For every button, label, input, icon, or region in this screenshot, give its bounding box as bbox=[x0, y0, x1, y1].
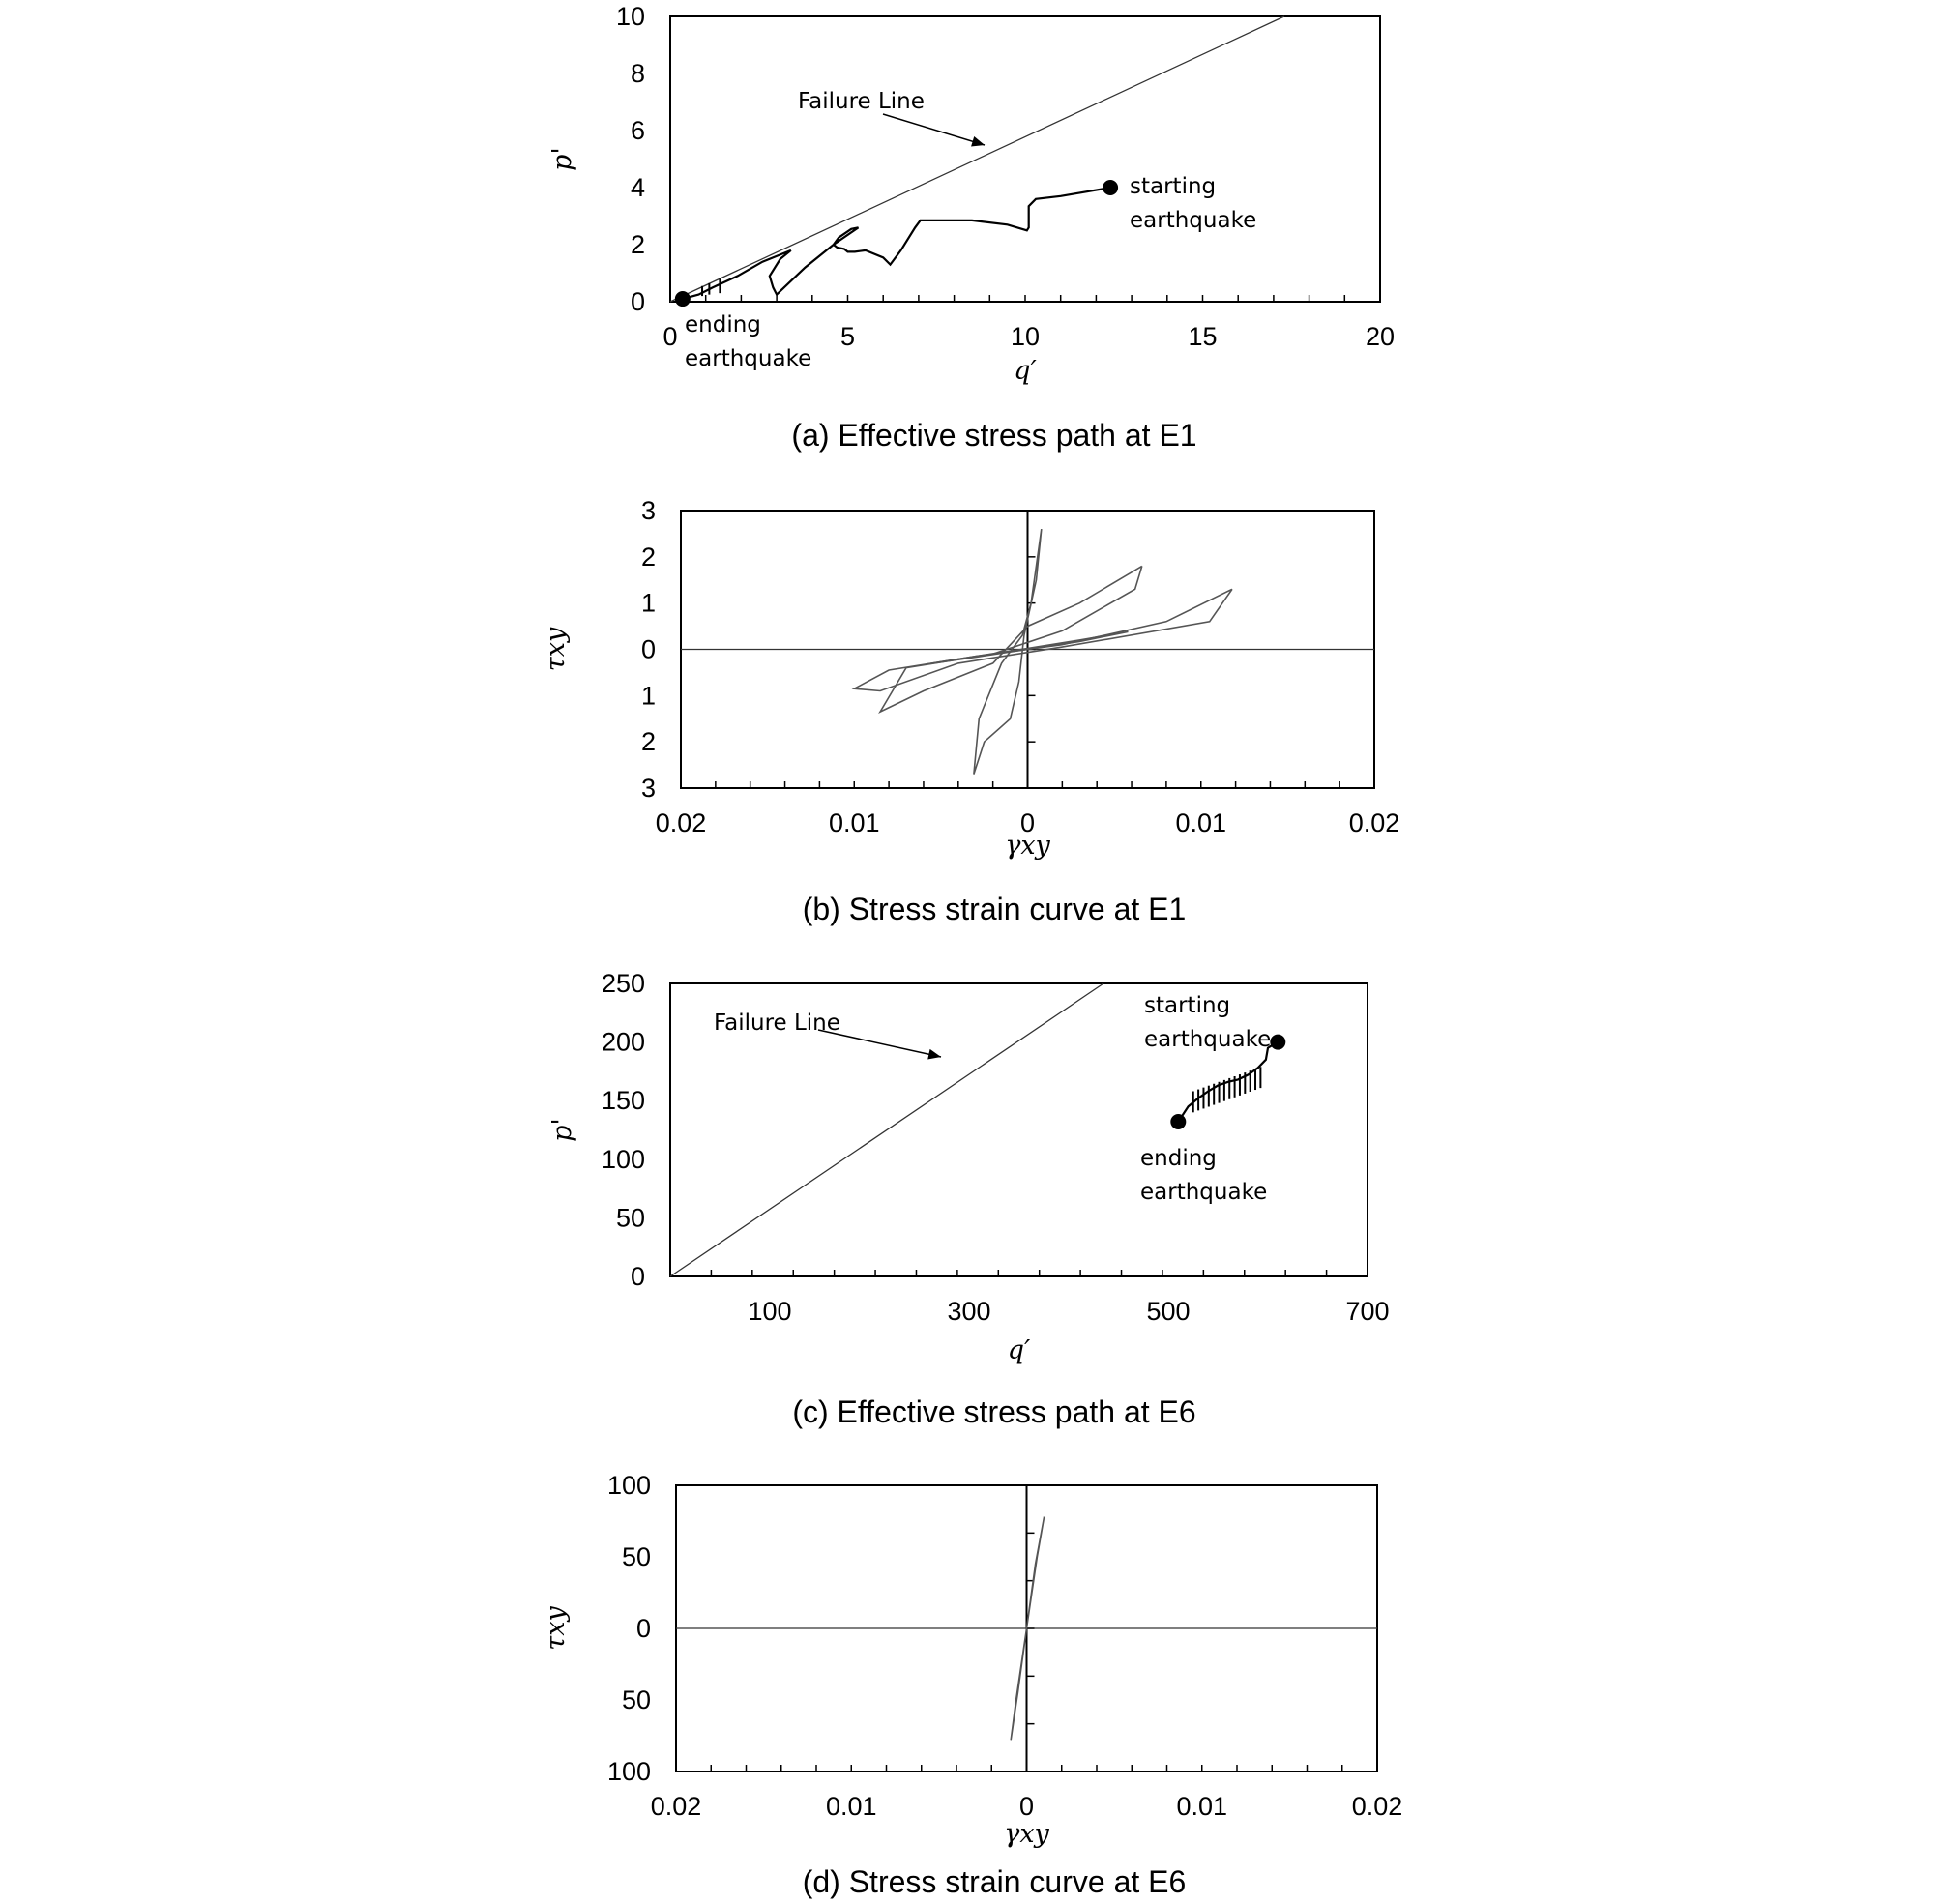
end-marker bbox=[1170, 1114, 1187, 1130]
series-loop-wide bbox=[851, 588, 1233, 692]
y-tick-label: 6 bbox=[631, 116, 645, 145]
start-label: starting bbox=[1130, 174, 1216, 199]
y-tick-label: 100 bbox=[602, 1145, 645, 1174]
x-axis-label: γxy bbox=[1004, 1819, 1049, 1849]
chart-caption: (d) Stress strain curve at E6 bbox=[803, 1864, 1187, 1899]
y-tick-label: 50 bbox=[622, 1685, 651, 1714]
y-axis-label: τxy bbox=[541, 627, 571, 671]
series-loop-mid bbox=[878, 565, 1143, 714]
x-tick-label: 0.01 bbox=[826, 1792, 877, 1821]
y-tick-label: 2 bbox=[641, 727, 656, 756]
failure-line bbox=[669, 982, 1104, 1277]
failure-line bbox=[669, 15, 1285, 303]
start-marker bbox=[1103, 180, 1119, 195]
x-tick-label: 10 bbox=[1011, 322, 1040, 351]
chart-caption: (c) Effective stress path at E6 bbox=[792, 1394, 1195, 1429]
y-tick-label: 250 bbox=[602, 969, 645, 998]
start-label: starting bbox=[1144, 993, 1230, 1018]
y-tick-label: 8 bbox=[631, 59, 645, 88]
x-axis-label: γxy bbox=[1005, 831, 1050, 861]
end-label: earthquake bbox=[685, 346, 811, 371]
series-loop-steep bbox=[973, 528, 1043, 775]
failure-line-label: Failure Line bbox=[714, 1011, 840, 1036]
x-tick-label: 0.02 bbox=[1349, 808, 1400, 837]
series-path bbox=[1177, 1040, 1279, 1123]
x-tick-label: 20 bbox=[1366, 322, 1395, 351]
start-label: earthquake bbox=[1130, 208, 1256, 233]
failure-arrow-shaft bbox=[882, 113, 986, 146]
plot-frame bbox=[669, 982, 1368, 1277]
end-marker bbox=[674, 291, 691, 308]
y-axis-label: p' bbox=[547, 147, 577, 171]
y-tick-label: 0 bbox=[641, 635, 656, 664]
x-tick-label: 500 bbox=[1146, 1297, 1190, 1326]
x-tick-label: 0 bbox=[1020, 808, 1035, 837]
x-tick-label: 0.02 bbox=[651, 1792, 702, 1821]
y-tick-label: 4 bbox=[631, 173, 645, 202]
y-tick-label: 0 bbox=[636, 1614, 651, 1643]
y-tick-label: 3 bbox=[641, 774, 656, 803]
y-tick-label: 200 bbox=[602, 1028, 645, 1057]
x-tick-label: 0.02 bbox=[656, 808, 707, 837]
end-label: earthquake bbox=[1140, 1180, 1267, 1205]
y-tick-label: 1 bbox=[641, 681, 656, 710]
y-tick-label: 50 bbox=[622, 1542, 651, 1571]
y-tick-label: 1 bbox=[641, 589, 656, 618]
y-tick-label: 3 bbox=[641, 496, 656, 525]
x-tick-label: 0 bbox=[1019, 1792, 1034, 1821]
failure-arrow-head bbox=[971, 136, 985, 147]
x-tick-label: 300 bbox=[947, 1297, 990, 1326]
x-tick-label: 0.02 bbox=[1352, 1792, 1403, 1821]
x-tick-label: 0.01 bbox=[1175, 808, 1226, 837]
y-tick-label: 100 bbox=[607, 1757, 651, 1786]
x-tick-label: 700 bbox=[1345, 1297, 1389, 1326]
y-tick-label: 10 bbox=[616, 2, 645, 31]
y-tick-label: 100 bbox=[607, 1471, 651, 1500]
end-label: ending bbox=[1140, 1146, 1217, 1171]
series-loop-dense bbox=[927, 630, 1129, 665]
chart-c: 100 300 500 700 0 50 100 150 200 250 q′ p' (c) Effec… bbox=[547, 969, 1390, 1429]
failure-arrow-head bbox=[927, 1048, 941, 1060]
start-label: earthquake bbox=[1144, 1027, 1271, 1052]
y-tick-label: 0 bbox=[631, 1262, 645, 1291]
y-tick-label: 150 bbox=[602, 1086, 645, 1115]
x-axis-label: q′ bbox=[1008, 1335, 1030, 1365]
y-axis-label: p' bbox=[547, 1118, 577, 1142]
x-tick-label: 15 bbox=[1188, 322, 1217, 351]
failure-line-label: Failure Line bbox=[798, 89, 925, 114]
end-label: ending bbox=[685, 312, 761, 337]
x-tick-label: 0.01 bbox=[1176, 1792, 1227, 1821]
y-tick-label: 50 bbox=[616, 1203, 645, 1232]
y-tick-label: 0 bbox=[631, 287, 645, 316]
y-tick-label: 2 bbox=[641, 542, 656, 571]
x-tick-label: 0 bbox=[662, 322, 677, 351]
x-tick-label: 5 bbox=[840, 322, 855, 351]
series-loop bbox=[1010, 1516, 1045, 1741]
chart-caption: (b) Stress strain curve at E1 bbox=[803, 892, 1187, 926]
x-tick-label: 100 bbox=[748, 1297, 791, 1326]
series-path bbox=[682, 186, 1111, 301]
x-tick-label: 0.01 bbox=[829, 808, 880, 837]
plot-frame bbox=[669, 15, 1381, 303]
failure-arrow-shaft bbox=[817, 1029, 942, 1058]
start-marker bbox=[1270, 1034, 1286, 1050]
y-axis-label: τxy bbox=[541, 1606, 571, 1651]
chart-caption: (a) Effective stress path at E1 bbox=[791, 418, 1196, 453]
y-tick-label: 2 bbox=[631, 230, 645, 259]
chart-a: 0 5 10 15 20 0 2 4 6 8 10 q′ p' (a) Effective stress … bbox=[547, 2, 1395, 453]
x-axis-label: q′ bbox=[1014, 356, 1036, 386]
